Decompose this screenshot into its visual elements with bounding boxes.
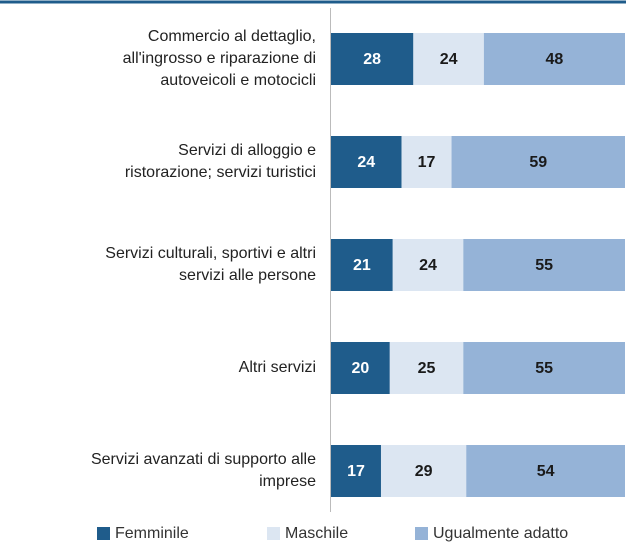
category-label: Servizi culturali, sportivi e altri serv… — [105, 245, 316, 284]
bar-segment — [401, 136, 452, 188]
legend-swatch — [97, 527, 110, 540]
category-label: Altri servizi — [238, 359, 316, 376]
bar-segment — [463, 342, 625, 394]
category-label: Commercio al dettaglio, all'ingrosso e r… — [122, 28, 316, 89]
bar-segment — [331, 136, 402, 188]
value-label: 54 — [537, 463, 555, 480]
category-label: Servizi avanzati di supporto alle impres… — [90, 451, 316, 490]
value-label: 25 — [418, 360, 436, 377]
bar-segment — [483, 33, 625, 85]
bar-segment — [392, 239, 464, 291]
legend-swatch — [415, 527, 428, 540]
legend-swatch — [267, 527, 280, 540]
legend-label: Maschile — [285, 525, 348, 542]
value-label: 29 — [415, 463, 433, 480]
value-label: 20 — [352, 360, 370, 377]
value-label: 48 — [546, 51, 564, 68]
bar-segment — [466, 445, 625, 497]
bar-segment — [463, 239, 625, 291]
value-label: 17 — [347, 463, 365, 480]
bar-segment — [331, 239, 393, 291]
bar-segment — [331, 445, 381, 497]
value-label: 17 — [418, 154, 436, 171]
category-label: Servizi di alloggio e ristorazione; serv… — [124, 142, 316, 181]
bar-segment — [413, 33, 484, 85]
value-label: 55 — [535, 360, 553, 377]
bar-segment — [389, 342, 464, 394]
legend-label: Ugualmente adatto — [433, 525, 568, 542]
value-label: 55 — [535, 257, 553, 274]
bar-segment — [451, 136, 625, 188]
legend-label: Femminile — [115, 525, 189, 542]
value-label: 59 — [529, 154, 547, 171]
value-label: 28 — [363, 51, 381, 68]
bar-segment — [331, 33, 414, 85]
value-label: 24 — [440, 51, 458, 68]
value-label: 24 — [419, 257, 437, 274]
value-label: 21 — [353, 257, 371, 274]
bar-segment — [331, 342, 390, 394]
bar-segment — [380, 445, 467, 497]
value-label: 24 — [357, 154, 375, 171]
